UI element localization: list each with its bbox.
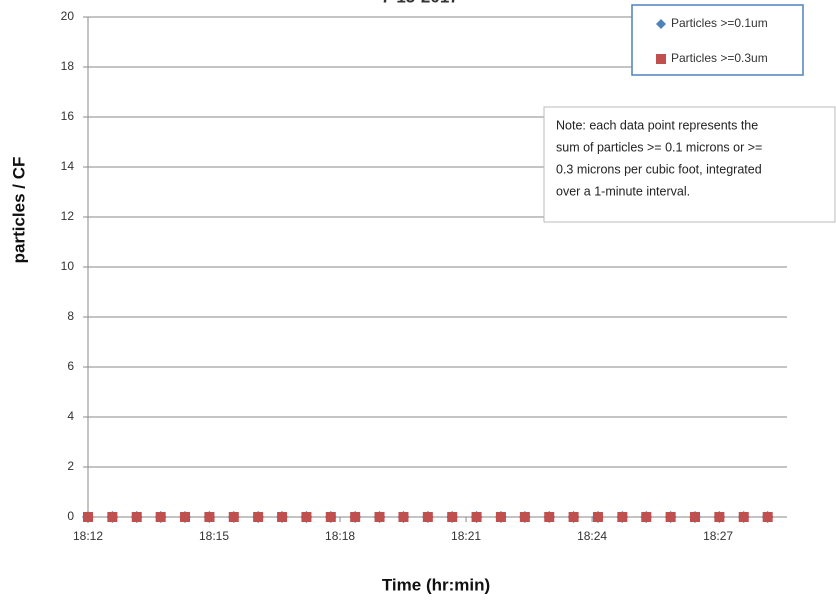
y-tick-label: 18: [61, 59, 75, 73]
legend-label: Particles >=0.1um: [671, 16, 768, 30]
marker: [714, 512, 725, 522]
marker: [495, 512, 506, 522]
marker: [592, 512, 603, 522]
y-tick-label: 10: [61, 259, 75, 273]
marker: [301, 512, 312, 522]
note-line: sum of particles >= 0.1 microns or >=: [556, 140, 762, 154]
y-tick-label: 12: [61, 209, 75, 223]
legend-marker: [656, 19, 666, 29]
note-line: 0.3 microns per cubic foot, integrated: [556, 162, 762, 176]
marker: [180, 512, 191, 522]
x-tick-label: 18:15: [199, 529, 229, 543]
marker: [155, 512, 166, 522]
marker: [422, 512, 433, 522]
marker: [544, 512, 555, 522]
marker: [738, 512, 749, 522]
marker: [253, 512, 264, 522]
y-tick-label: 14: [61, 159, 75, 173]
marker: [277, 512, 288, 522]
y-tick-label: 2: [67, 459, 74, 473]
marker: [447, 512, 458, 522]
legend-label: Particles >=0.3um: [671, 51, 768, 65]
chart-title: 7-15-2017: [381, 0, 459, 6]
marker: [762, 512, 773, 522]
y-tick-label: 0: [67, 509, 74, 523]
x-tick-label: 18:24: [577, 529, 607, 543]
marker: [83, 512, 93, 522]
marker: [204, 512, 215, 522]
y-axis-title: particles / CF: [9, 157, 28, 264]
marker: [228, 512, 239, 522]
marker: [107, 512, 118, 522]
y-tick-label: 4: [67, 409, 74, 423]
note-line: Note: each data point represents the: [556, 118, 758, 132]
marker: [398, 512, 409, 522]
marker: [350, 512, 361, 522]
marker: [471, 512, 482, 522]
y-tick-label: 8: [67, 309, 74, 323]
marker: [519, 512, 530, 522]
x-tick-label: 18:21: [451, 529, 481, 543]
marker: [641, 512, 652, 522]
y-tick-label: 6: [67, 359, 74, 373]
x-tick-label: 18:12: [73, 529, 103, 543]
note-line: over a 1-minute interval.: [556, 184, 690, 198]
marker: [131, 512, 142, 522]
marker: [325, 512, 336, 522]
x-tick-label: 18:18: [325, 529, 355, 543]
marker: [690, 512, 701, 522]
legend-marker: [656, 54, 666, 64]
x-tick-label: 18:27: [703, 529, 733, 543]
note-box: [543, 106, 836, 223]
x-axis-title: Time (hr:min): [382, 575, 490, 594]
y-tick-label: 20: [61, 9, 75, 23]
marker: [665, 512, 676, 522]
y-tick-label: 16: [61, 109, 75, 123]
marker: [568, 512, 579, 522]
marker: [617, 512, 628, 522]
marker: [374, 512, 385, 522]
